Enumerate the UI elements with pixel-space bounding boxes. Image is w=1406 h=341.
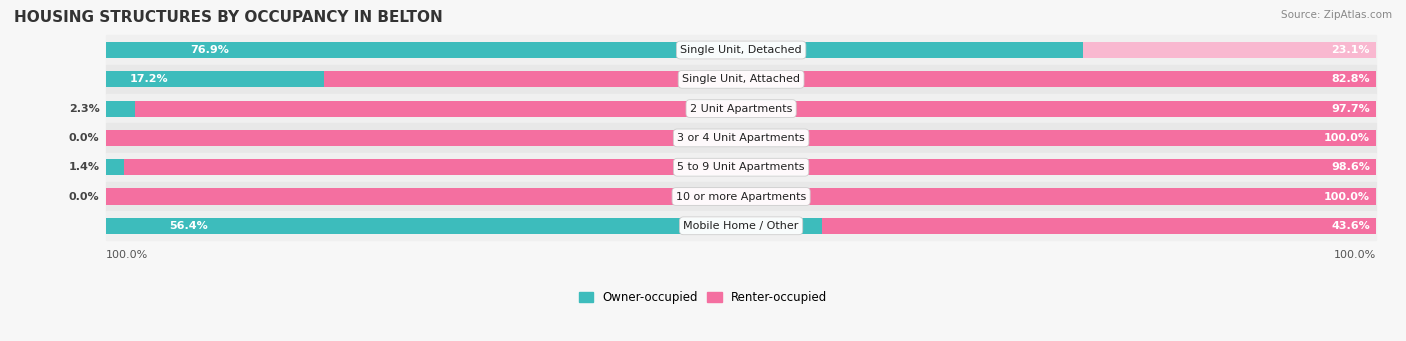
Bar — [105, 35, 1376, 65]
Text: Mobile Home / Other: Mobile Home / Other — [683, 221, 799, 231]
Text: 0.0%: 0.0% — [69, 133, 100, 143]
Bar — [105, 189, 1376, 205]
Bar — [823, 218, 1376, 234]
Text: Single Unit, Detached: Single Unit, Detached — [681, 45, 801, 55]
Text: 10 or more Apartments: 10 or more Apartments — [676, 192, 806, 202]
Bar — [105, 123, 1376, 152]
Text: 100.0%: 100.0% — [105, 250, 148, 260]
Bar — [105, 71, 325, 87]
Text: 3 or 4 Unit Apartments: 3 or 4 Unit Apartments — [678, 133, 806, 143]
Bar — [105, 211, 1376, 240]
Bar — [105, 101, 135, 117]
Bar — [105, 159, 124, 175]
Bar — [325, 71, 1376, 87]
Text: 0.0%: 0.0% — [69, 192, 100, 202]
Text: 17.2%: 17.2% — [129, 74, 169, 84]
Bar — [105, 130, 1376, 146]
Text: 97.7%: 97.7% — [1331, 104, 1369, 114]
Bar — [105, 182, 1376, 211]
Text: Single Unit, Attached: Single Unit, Attached — [682, 74, 800, 84]
Legend: Owner-occupied, Renter-occupied: Owner-occupied, Renter-occupied — [574, 286, 832, 309]
Bar — [135, 101, 1376, 117]
Bar — [1083, 42, 1376, 58]
Text: 23.1%: 23.1% — [1331, 45, 1369, 55]
Bar — [124, 159, 1376, 175]
Text: 100.0%: 100.0% — [1334, 250, 1376, 260]
Text: 98.6%: 98.6% — [1331, 162, 1369, 172]
Bar — [105, 152, 1376, 182]
Text: 1.4%: 1.4% — [69, 162, 100, 172]
Text: Source: ZipAtlas.com: Source: ZipAtlas.com — [1281, 10, 1392, 20]
Bar — [105, 218, 823, 234]
Bar — [105, 94, 1376, 123]
Text: 76.9%: 76.9% — [190, 45, 229, 55]
Bar — [105, 65, 1376, 94]
Text: 2.3%: 2.3% — [69, 104, 100, 114]
Bar — [105, 42, 1083, 58]
Text: HOUSING STRUCTURES BY OCCUPANCY IN BELTON: HOUSING STRUCTURES BY OCCUPANCY IN BELTO… — [14, 10, 443, 25]
Text: 100.0%: 100.0% — [1324, 133, 1369, 143]
Text: 5 to 9 Unit Apartments: 5 to 9 Unit Apartments — [678, 162, 804, 172]
Text: 2 Unit Apartments: 2 Unit Apartments — [690, 104, 793, 114]
Text: 82.8%: 82.8% — [1331, 74, 1369, 84]
Text: 43.6%: 43.6% — [1331, 221, 1369, 231]
Text: 100.0%: 100.0% — [1324, 192, 1369, 202]
Text: 56.4%: 56.4% — [170, 221, 208, 231]
